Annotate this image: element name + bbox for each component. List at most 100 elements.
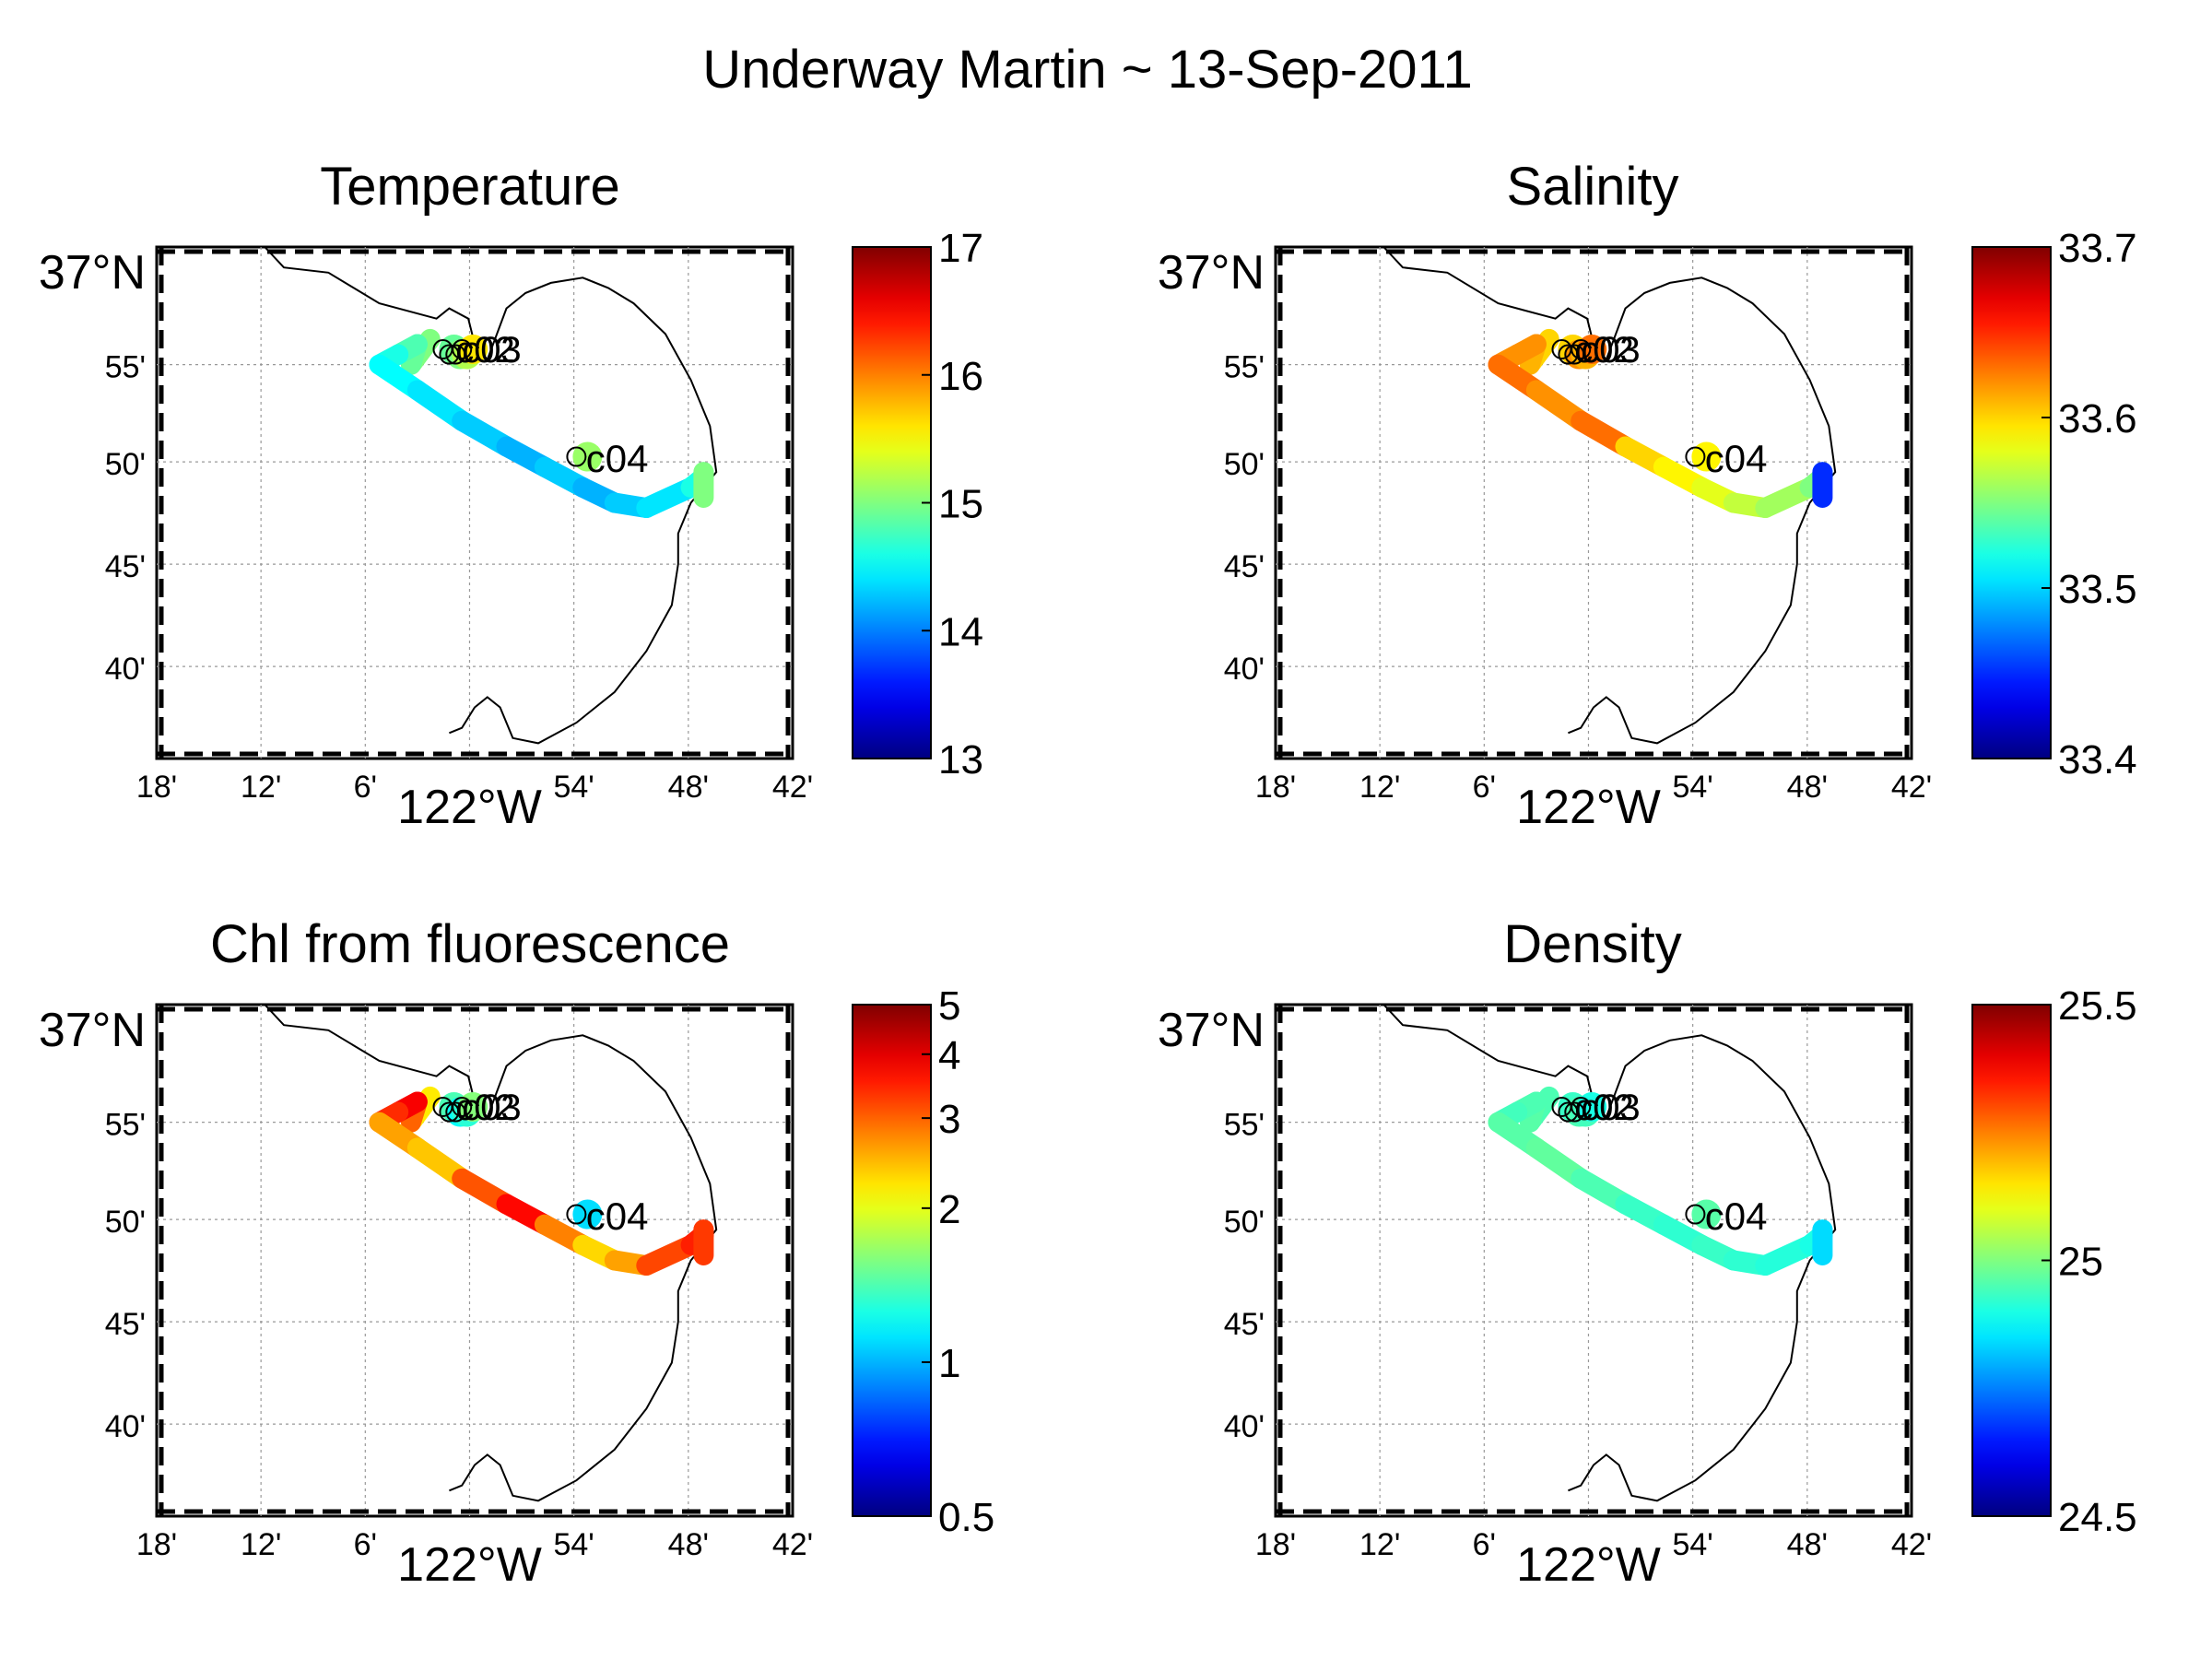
track-cluster-point bbox=[458, 1092, 488, 1122]
lat-tick-label: 37°N bbox=[39, 246, 146, 300]
lon-tick-label: 6' bbox=[354, 770, 377, 805]
station-label: c03 bbox=[1581, 1088, 1641, 1128]
track-cluster-point bbox=[458, 335, 488, 364]
colorbar-tick-label: 16 bbox=[938, 354, 983, 399]
colorbar-tick-label: 3 bbox=[938, 1097, 960, 1142]
figure-title: Underway Martin ~ 13-Sep-2011 bbox=[702, 40, 1473, 100]
lon-tick-label: 18' bbox=[136, 770, 177, 805]
axes-box bbox=[155, 245, 794, 760]
colorbar-tick-label: 13 bbox=[938, 737, 983, 782]
colorbar-tick-label: 33.6 bbox=[2058, 396, 2137, 441]
station-label: c02 bbox=[1574, 1088, 1634, 1128]
track-cluster-point bbox=[1691, 441, 1722, 472]
colorbar-tick-label: 14 bbox=[938, 609, 983, 654]
colorbar-tick-label: 25 bbox=[2058, 1240, 2103, 1285]
station-marker bbox=[439, 1101, 460, 1123]
panel-title: Chl from fluorescence bbox=[210, 914, 730, 974]
lon-tick-label: 18' bbox=[136, 1527, 177, 1562]
lon-tick-label: 48' bbox=[1787, 770, 1828, 805]
lat-tick-label: 45' bbox=[105, 1307, 146, 1342]
colorbar-tick-label: 2 bbox=[938, 1187, 960, 1232]
station-label: c04 bbox=[1705, 1194, 1768, 1238]
colorbar-tick-label: 24.5 bbox=[2058, 1495, 2137, 1540]
station-label: c02 bbox=[1574, 330, 1634, 371]
lon-tick-label: 18' bbox=[1255, 1527, 1296, 1562]
lon-tick-label: 54' bbox=[1672, 1527, 1712, 1562]
lon-tick-label: 12' bbox=[241, 770, 281, 805]
station-marker bbox=[452, 339, 473, 359]
lat-tick-label: 55' bbox=[1224, 350, 1265, 385]
station-label: c04 bbox=[586, 437, 649, 480]
station-marker bbox=[566, 1204, 587, 1225]
station-marker bbox=[1564, 344, 1585, 365]
lon-tick-label: 42' bbox=[1891, 770, 1932, 805]
panel-title: Salinity bbox=[1507, 157, 1679, 217]
lat-tick-label: 50' bbox=[1224, 447, 1265, 482]
lon-tick-label: 54' bbox=[553, 1527, 594, 1562]
axes-box bbox=[1274, 245, 1913, 760]
lat-tick-label: 55' bbox=[105, 1108, 146, 1143]
lon-tick-label: 12' bbox=[1359, 1527, 1400, 1562]
lat-tick-label: 45' bbox=[1224, 549, 1265, 584]
station-marker bbox=[1685, 446, 1706, 467]
track-cluster-point bbox=[572, 1199, 603, 1230]
panel-title: Density bbox=[1503, 914, 1681, 974]
lat-tick-label: 55' bbox=[105, 350, 146, 385]
station-label: c03 bbox=[462, 330, 522, 371]
lat-tick-label: 45' bbox=[105, 549, 146, 584]
lon-tick-label: 18' bbox=[1255, 770, 1296, 805]
station-marker bbox=[1571, 339, 1592, 359]
colorbar-tick-label: 33.4 bbox=[2058, 737, 2137, 782]
track-cluster-point bbox=[572, 441, 603, 472]
station-marker bbox=[566, 446, 587, 467]
station-marker bbox=[445, 344, 466, 365]
lon-tick-label: 48' bbox=[668, 770, 709, 805]
station-marker bbox=[445, 1101, 466, 1123]
station-label: c02 bbox=[455, 1088, 515, 1128]
coastline bbox=[264, 1004, 718, 1502]
lat-tick-label: 37°N bbox=[1158, 246, 1265, 300]
station-label: c04 bbox=[586, 1194, 649, 1238]
lat-tick-label: 50' bbox=[105, 1205, 146, 1240]
lon-tick-label: 12' bbox=[1359, 770, 1400, 805]
colorbar-tick-label: 17 bbox=[938, 226, 983, 271]
station-label: c02 bbox=[455, 330, 515, 371]
track-cluster-point bbox=[1577, 335, 1607, 364]
lon-tick-label: 6' bbox=[1473, 770, 1496, 805]
lon-tick-label: 122°W bbox=[1516, 781, 1661, 834]
station-marker bbox=[1571, 1097, 1592, 1117]
colorbar-tick-label: 33.7 bbox=[2058, 226, 2137, 271]
colorbar bbox=[852, 1004, 932, 1517]
lon-tick-label: 122°W bbox=[397, 781, 542, 834]
lon-tick-label: 54' bbox=[553, 770, 594, 805]
lon-tick-label: 42' bbox=[772, 770, 813, 805]
colorbar-tick-label: 33.5 bbox=[2058, 567, 2137, 612]
colorbar-tick-label: 0.5 bbox=[938, 1495, 994, 1540]
coastline bbox=[1382, 1004, 1837, 1502]
colorbar bbox=[852, 246, 932, 759]
coastline bbox=[264, 246, 718, 745]
station-label: c03 bbox=[462, 1088, 522, 1128]
station-marker bbox=[1558, 344, 1579, 365]
lon-tick-label: 122°W bbox=[397, 1538, 542, 1592]
station-label: c04 bbox=[1705, 437, 1768, 480]
axes-box bbox=[155, 1003, 794, 1518]
colorbar-tick-label: 4 bbox=[938, 1033, 960, 1078]
station-marker bbox=[1685, 1204, 1706, 1225]
axes-box bbox=[1274, 1003, 1913, 1518]
lon-tick-label: 42' bbox=[1891, 1527, 1932, 1562]
lon-tick-label: 42' bbox=[772, 1527, 813, 1562]
colorbar-tick-label: 25.5 bbox=[2058, 983, 2137, 1029]
panel-title: Temperature bbox=[320, 157, 620, 217]
station-marker bbox=[1564, 1101, 1585, 1123]
lat-tick-label: 40' bbox=[105, 652, 146, 687]
lat-tick-label: 50' bbox=[1224, 1205, 1265, 1240]
lon-tick-label: 48' bbox=[1787, 1527, 1828, 1562]
station-marker bbox=[1558, 1101, 1579, 1123]
station-marker bbox=[452, 1097, 473, 1117]
track-cluster-point bbox=[1577, 1092, 1607, 1122]
